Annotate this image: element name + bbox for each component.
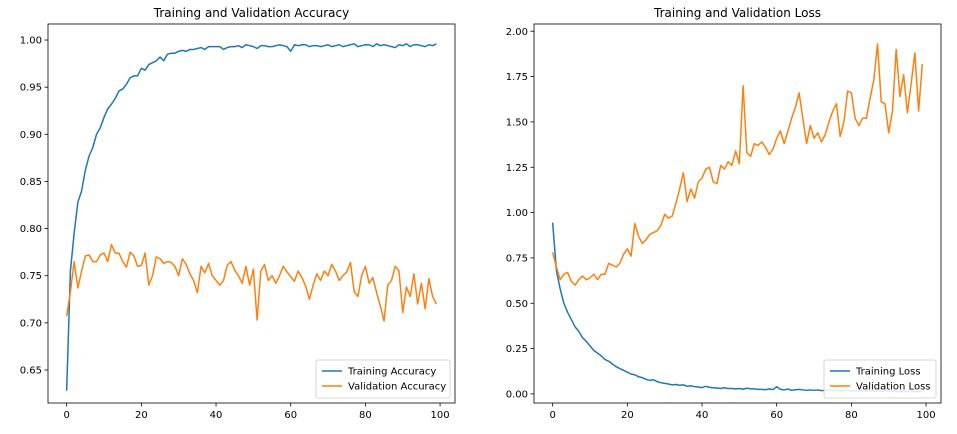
x-tick-label: 100 [917, 410, 936, 421]
y-tick-label: 1.25 [506, 163, 528, 174]
y-tick-label: 2.00 [506, 27, 528, 38]
legend-label: Validation Accuracy [348, 382, 446, 393]
y-tick-label: 0.85 [20, 177, 42, 188]
chart-title: Training and Validation Accuracy [153, 6, 349, 20]
y-tick-label: 0.75 [20, 271, 42, 282]
legend: Training Loss Validation Loss [823, 359, 937, 399]
legend-box [823, 359, 937, 399]
y-tick-label: 0.95 [20, 83, 42, 94]
legend: Training Accuracy Validation Accuracy [315, 359, 451, 399]
accuracy-chart: Training and Validation Accuracy 0 20 40 60 8… [20, 6, 456, 421]
x-tick-label: 60 [284, 410, 297, 421]
x-tick-label: 20 [621, 410, 634, 421]
plot-frame [47, 23, 456, 404]
series-line-validation [65, 243, 438, 322]
x-tick-label: 40 [696, 410, 709, 421]
x-tick-label: 100 [431, 410, 450, 421]
legend-label: Training Loss [855, 367, 921, 378]
x-tick-label: 60 [770, 410, 783, 421]
x-tick-label: 0 [549, 410, 555, 421]
x-tick-label: 80 [845, 410, 858, 421]
series-line-validation [551, 43, 924, 286]
plot-frame [533, 23, 942, 404]
y-tick-label: 1.00 [506, 208, 528, 219]
y-tick-label: 0.90 [20, 130, 42, 141]
legend-box [315, 359, 451, 399]
y-tick-label: 0.65 [20, 366, 42, 377]
y-tick-label: 0.00 [506, 389, 528, 400]
legend-label: Validation Loss [856, 382, 931, 393]
loss-chart: Training and Validation Loss 0 20 40 60 80 100… [506, 6, 942, 421]
legend-label: Training Accuracy [347, 367, 436, 378]
y-tick-label: 0.70 [20, 318, 42, 329]
chart-title: Training and Validation Loss [653, 6, 821, 20]
series-line-training [65, 43, 437, 391]
x-tick-label: 80 [359, 410, 372, 421]
y-tick-label: 0.75 [506, 253, 528, 264]
y-tick-label: 1.50 [506, 117, 528, 128]
x-tick-label: 40 [210, 410, 223, 421]
y-tick-label: 0.50 [506, 299, 528, 310]
y-tick-label: 1.75 [506, 72, 528, 83]
x-tick-label: 20 [135, 410, 148, 421]
y-tick-label: 1.00 [20, 36, 42, 47]
y-tick-label: 0.80 [20, 224, 42, 235]
y-tick-label: 0.25 [506, 344, 528, 355]
x-tick-label: 0 [63, 410, 69, 421]
